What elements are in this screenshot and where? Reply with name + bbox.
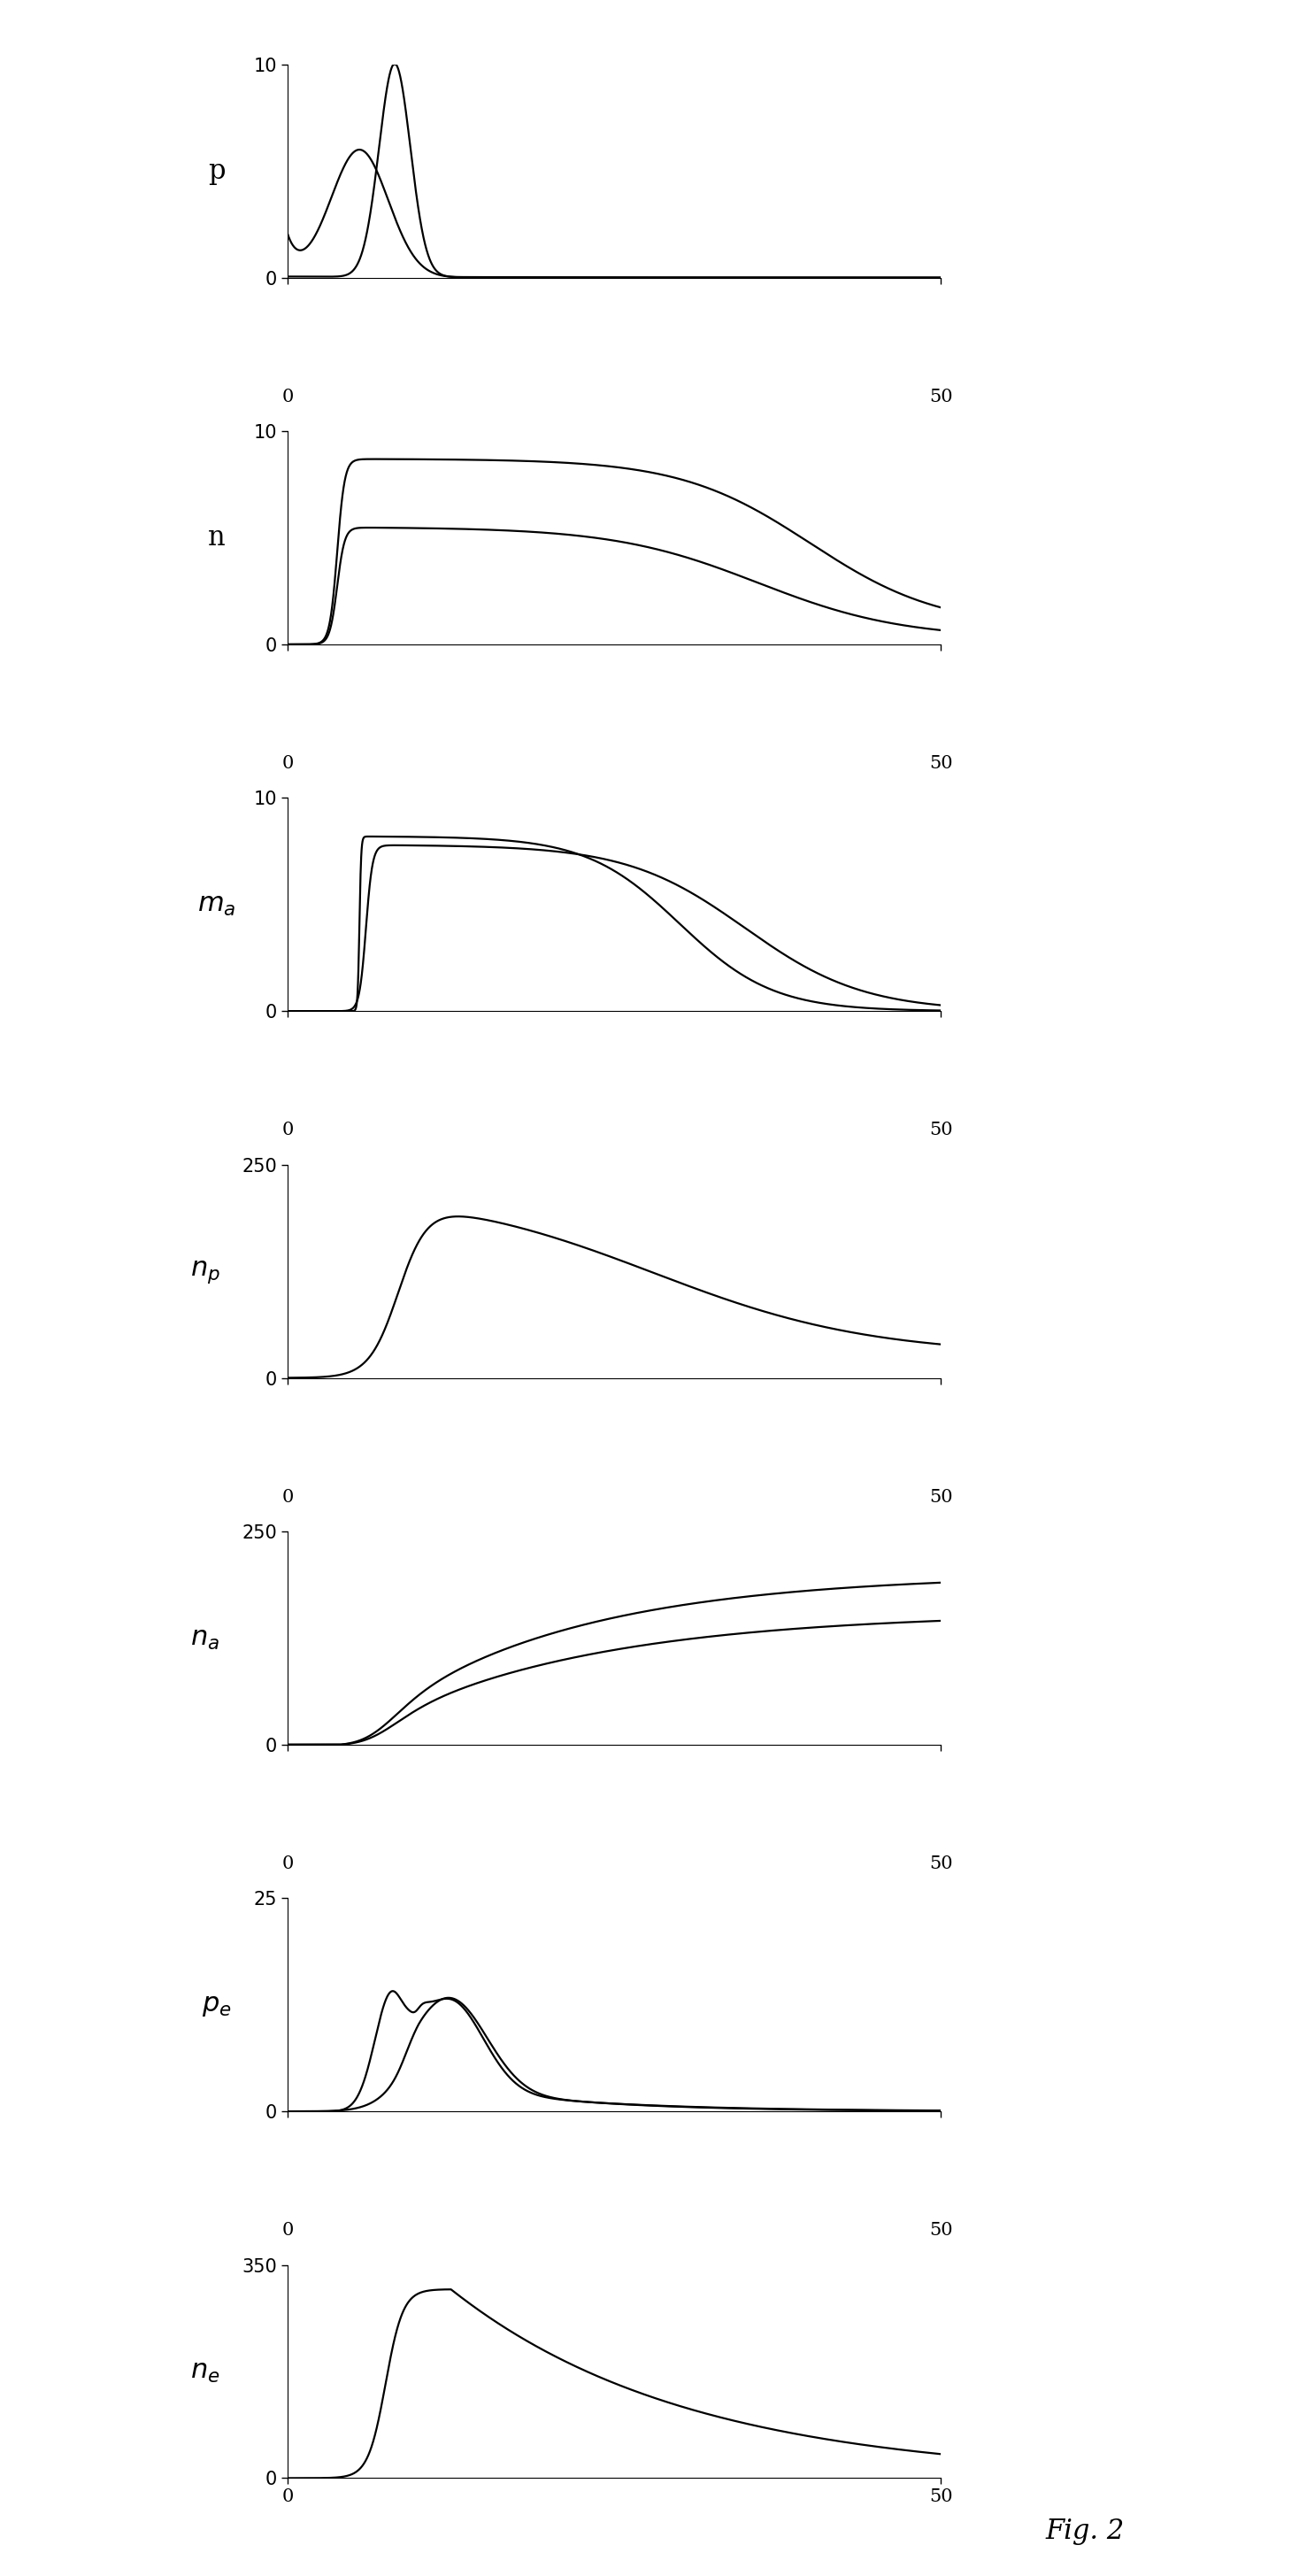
Y-axis label: $n_p$: $n_p$ <box>190 1257 220 1285</box>
Y-axis label: n: n <box>208 523 226 551</box>
Text: 50: 50 <box>929 1855 953 1873</box>
Text: 50: 50 <box>929 1123 953 1139</box>
Text: 0: 0 <box>281 1855 294 1873</box>
Text: 50: 50 <box>929 1489 953 1504</box>
Text: 0: 0 <box>281 389 294 404</box>
Text: 50: 50 <box>929 755 953 773</box>
Text: 50: 50 <box>929 2223 953 2239</box>
Text: 50: 50 <box>929 389 953 404</box>
Y-axis label: $n_e$: $n_e$ <box>191 2357 220 2385</box>
Y-axis label: $p_e$: $p_e$ <box>201 1991 231 2020</box>
Text: Fig. 2: Fig. 2 <box>1046 2517 1124 2545</box>
Y-axis label: $m_a$: $m_a$ <box>197 891 237 917</box>
Text: 0: 0 <box>281 1123 294 1139</box>
Text: 0: 0 <box>281 1489 294 1504</box>
Text: 0: 0 <box>281 755 294 773</box>
Y-axis label: p: p <box>208 157 225 185</box>
Text: 0: 0 <box>281 2223 294 2239</box>
Y-axis label: $n_a$: $n_a$ <box>191 1625 220 1651</box>
